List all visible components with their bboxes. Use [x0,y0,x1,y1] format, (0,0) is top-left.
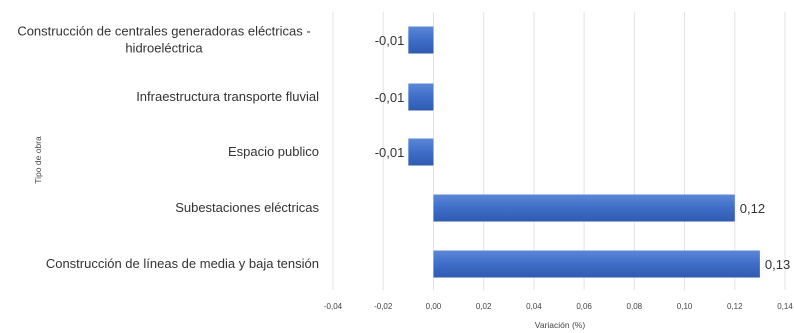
category-label: Subestaciones eléctricas [175,200,319,215]
gridlines [332,12,786,290]
data-label: -0,01 [375,33,405,48]
category-labels: Construcción de centrales generadoras el… [17,24,319,272]
x-tick-labels: -0,04 -0,02 0,00 0,02 0,04 0,06 0,08 0,10 0,12 0,… [324,302,793,311]
data-labels: -0,01 -0,01 -0,01 0,12 0,13 [375,33,791,272]
data-label: -0,01 [375,145,405,160]
x-tick-label: 0,12 [727,302,743,311]
bar [433,194,735,222]
x-tick-label: 0,04 [526,302,542,311]
x-tick-label: 0,08 [627,302,643,311]
category-label: Espacio publico [228,144,319,159]
x-axis-label: Variación (%) [535,320,586,330]
x-tick-label: -0,02 [374,302,393,311]
category-label: Construcción de líneas de media y baja t… [46,256,319,271]
category-label: Infraestructura transporte fluvial [136,89,319,104]
bar [408,83,434,111]
data-label: 0,13 [765,257,790,272]
x-tick-label: 0,14 [777,302,793,311]
category-label: Construcción de centrales generadoras el… [17,24,310,56]
x-tick-label: -0,04 [324,302,343,311]
x-tick-label: 0,02 [476,302,492,311]
x-tick-label: 0,06 [576,302,592,311]
bar [408,138,434,166]
x-tick-label: 0,00 [426,302,442,311]
bars [408,26,760,278]
y-axis-label: Tipo de obra [33,136,43,184]
data-label: 0,12 [740,201,765,216]
x-tick-label: 0,10 [677,302,693,311]
bar [433,250,760,278]
data-label: -0,01 [375,90,405,105]
bar [408,26,434,54]
